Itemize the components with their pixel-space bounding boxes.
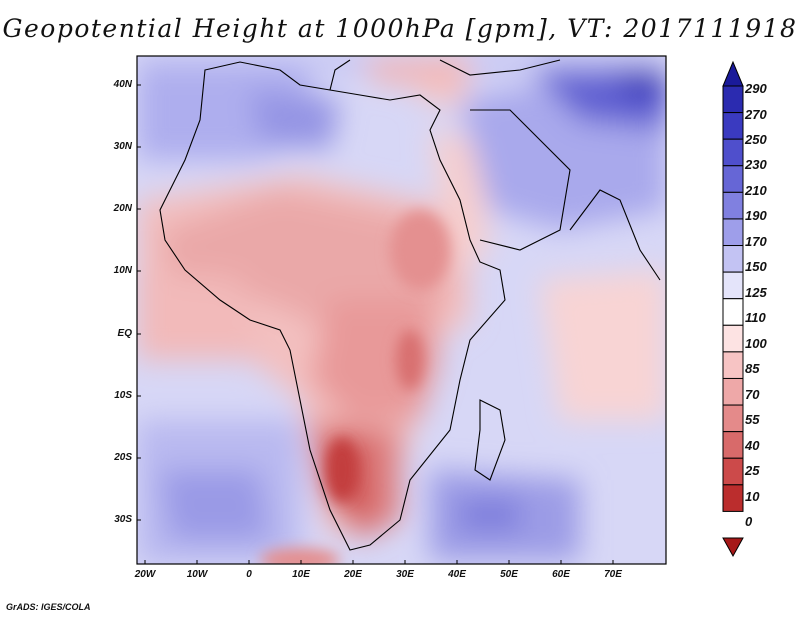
- colorbar-box-55: [722, 404, 744, 433]
- lon-label-50e: 50E: [500, 569, 518, 580]
- colorbar-box-210: [722, 165, 744, 193]
- lat-label-30n: 30N: [113, 141, 132, 152]
- colorbar-box-85: [722, 351, 744, 379]
- lat-label-20n: 20N: [113, 203, 132, 214]
- colorbar-box-250: [722, 112, 744, 140]
- colorbar-boxes: [722, 85, 744, 512]
- colorbar-label-170: 170: [745, 234, 767, 249]
- colorbar-label-230: 230: [745, 157, 767, 172]
- lon-label-20e: 20E: [344, 569, 362, 580]
- lon-label-60e: 60E: [552, 569, 570, 580]
- lat-label-20s: 20S: [114, 452, 132, 463]
- colorbar-label-210: 210: [745, 183, 767, 198]
- colorbar-label-250: 250: [745, 132, 767, 147]
- colorbar-label-290: 290: [745, 81, 767, 96]
- colorbar-bottom-arrow: [722, 537, 744, 558]
- lon-label-20w: 20W: [134, 569, 156, 580]
- colorbar-label-270: 270: [745, 107, 767, 122]
- colorbar-label-55: 55: [745, 412, 760, 427]
- colorbar-label-85: 85: [745, 361, 760, 376]
- colorbar-box-40: [722, 431, 744, 459]
- colorbar-box-25: [722, 457, 744, 486]
- software-credit: GrADS: IGES/COLA: [6, 602, 91, 612]
- colorbar-label-10: 10: [745, 489, 760, 504]
- lat-label-10s: 10S: [114, 390, 132, 401]
- colorbar-label-40: 40: [745, 438, 760, 453]
- colorbar-label-70: 70: [745, 387, 760, 402]
- colorbar-box-170: [722, 218, 744, 247]
- colorbar-box-190: [722, 191, 744, 220]
- lon-label-40e: 40E: [448, 569, 466, 580]
- colorbar-label-110: 110: [745, 310, 766, 325]
- colorbar-label-25: 25: [745, 463, 760, 478]
- colorbar-top-arrow: [722, 60, 744, 87]
- lon-label-10e: 10E: [292, 569, 310, 580]
- lon-label-0: 0: [246, 569, 252, 580]
- height-field: [137, 56, 666, 564]
- chart-title: Geopotential Height at 1000hPa [gpm], VT…: [2, 14, 798, 43]
- coastlines: [159, 59, 661, 551]
- colorbar-box-125: [722, 271, 744, 300]
- colorbar-box-110: [722, 298, 744, 326]
- colorbar-box-270: [722, 85, 744, 114]
- lat-label-40n: 40N: [113, 79, 132, 90]
- lat-label-10n: 10N: [113, 265, 132, 276]
- colorbar-box-10: [722, 484, 744, 512]
- colorbar-box-100: [722, 324, 744, 353]
- colorbar-box-70: [722, 377, 744, 406]
- colorbar-label-150: 150: [745, 259, 767, 274]
- colorbar-box-150: [722, 245, 744, 273]
- lon-label-70e: 70E: [604, 569, 622, 580]
- colorbar-label-125: 125: [745, 285, 767, 300]
- colorbar-label-100: 100: [745, 336, 767, 351]
- colorbar-box-230: [722, 138, 744, 167]
- colorbar-label-190: 190: [745, 208, 767, 223]
- lon-label-30e: 30E: [396, 569, 414, 580]
- colorbar-label-0: 0: [745, 514, 753, 529]
- lon-label-10w: 10W: [186, 569, 208, 580]
- lat-label-30s: 30S: [114, 514, 132, 525]
- lat-label-eq: EQ: [117, 328, 132, 339]
